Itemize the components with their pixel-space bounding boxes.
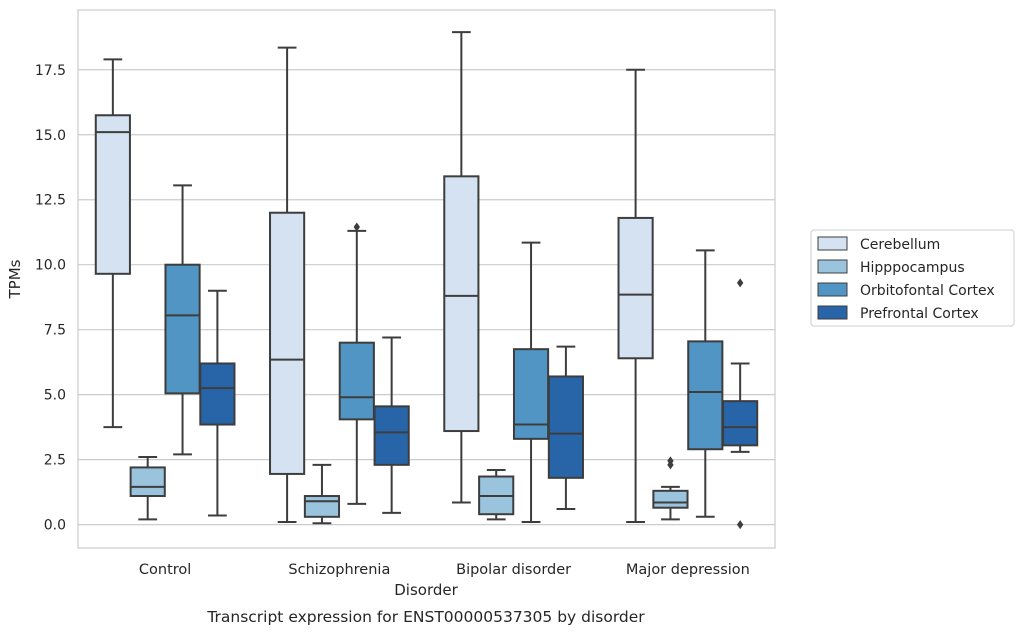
y-tick-label: 0.0 [44, 518, 66, 534]
legend-swatch [817, 236, 848, 251]
y-axis-label: TPMs [6, 259, 24, 299]
outlier-point [736, 520, 744, 530]
box-3-2 [547, 345, 584, 511]
box-0-0 [94, 58, 131, 429]
outlier-point [353, 222, 360, 232]
legend-swatch [817, 282, 848, 297]
box-body [687, 340, 724, 451]
box-2-1 [338, 222, 375, 505]
x-tick-labels: Control Schizophrenia Bipolar disorder Majo… [139, 562, 750, 578]
legend-label: Cerebellum [860, 237, 940, 253]
box-0-2 [443, 31, 480, 504]
box-body [722, 400, 759, 447]
box-3-1 [373, 336, 410, 514]
box-body [652, 489, 689, 509]
box-1-2 [478, 469, 515, 521]
box-body [547, 375, 584, 479]
y-tick-label: 15.0 [35, 128, 66, 144]
x-tick-label: Bipolar disorder [456, 562, 571, 578]
box-2-0 [164, 184, 201, 456]
box-body [129, 466, 166, 498]
box-2-3 [687, 249, 724, 518]
y-tick-label: 5.0 [44, 388, 66, 404]
box-1-3 [652, 456, 689, 521]
outlier-point [667, 456, 674, 466]
y-tick-label: 17.5 [35, 63, 66, 79]
y-tick-label: 10.0 [35, 258, 66, 274]
box-body [164, 263, 201, 395]
y-tick-label: 12.5 [35, 193, 66, 209]
outlier-point [736, 278, 744, 288]
box-body [338, 341, 375, 421]
plot-area-frame [77, 9, 776, 549]
x-axis-label: Disorder [394, 581, 458, 599]
box-body [373, 405, 410, 466]
box-body [303, 495, 341, 518]
legend-item: Cerebellum [817, 236, 940, 253]
box-body [269, 211, 306, 475]
x-tick-label: Major depression [626, 562, 750, 578]
legend-item: Hipppocampus [817, 259, 965, 276]
box-body [94, 114, 131, 275]
box-1-1 [303, 463, 341, 525]
legend-items: Cerebellum Hipppocampus Orbitofontal Corte… [817, 236, 995, 322]
legend: Cerebellum Hipppocampus Orbitofontal Corte… [810, 229, 1015, 327]
legend-swatch [817, 305, 848, 320]
y-tick-labels: 0.0 2.5 5.0 7.5 10.0 12.5 15.0 17.5 [35, 63, 66, 534]
legend-label: Orbitofontal Cortex [860, 283, 995, 299]
y-tick-label: 2.5 [44, 453, 66, 469]
x-tick-label: Control [139, 562, 191, 578]
box-0-1 [269, 46, 306, 524]
box-body [443, 175, 480, 433]
legend-item: Orbitofontal Cortex [817, 282, 995, 299]
legend-frame [810, 229, 1015, 327]
box-0-3 [617, 68, 654, 524]
box-1-0 [129, 456, 166, 521]
box-3-3 [722, 278, 759, 530]
box-body [199, 362, 236, 426]
legend-label: Prefrontal Cortex [860, 306, 979, 322]
chart-caption: Transcript expression for ENST0000053730… [206, 608, 645, 626]
legend-label: Hipppocampus [860, 260, 965, 276]
x-tick-label: Schizophrenia [288, 562, 390, 578]
box-2-2 [512, 241, 550, 524]
box-3-0 [199, 289, 236, 517]
legend-item: Prefrontal Cortex [817, 305, 979, 322]
box-groups [94, 31, 759, 530]
box-body [617, 216, 654, 360]
y-tick-label: 7.5 [44, 323, 66, 339]
legend-swatch [817, 259, 848, 274]
